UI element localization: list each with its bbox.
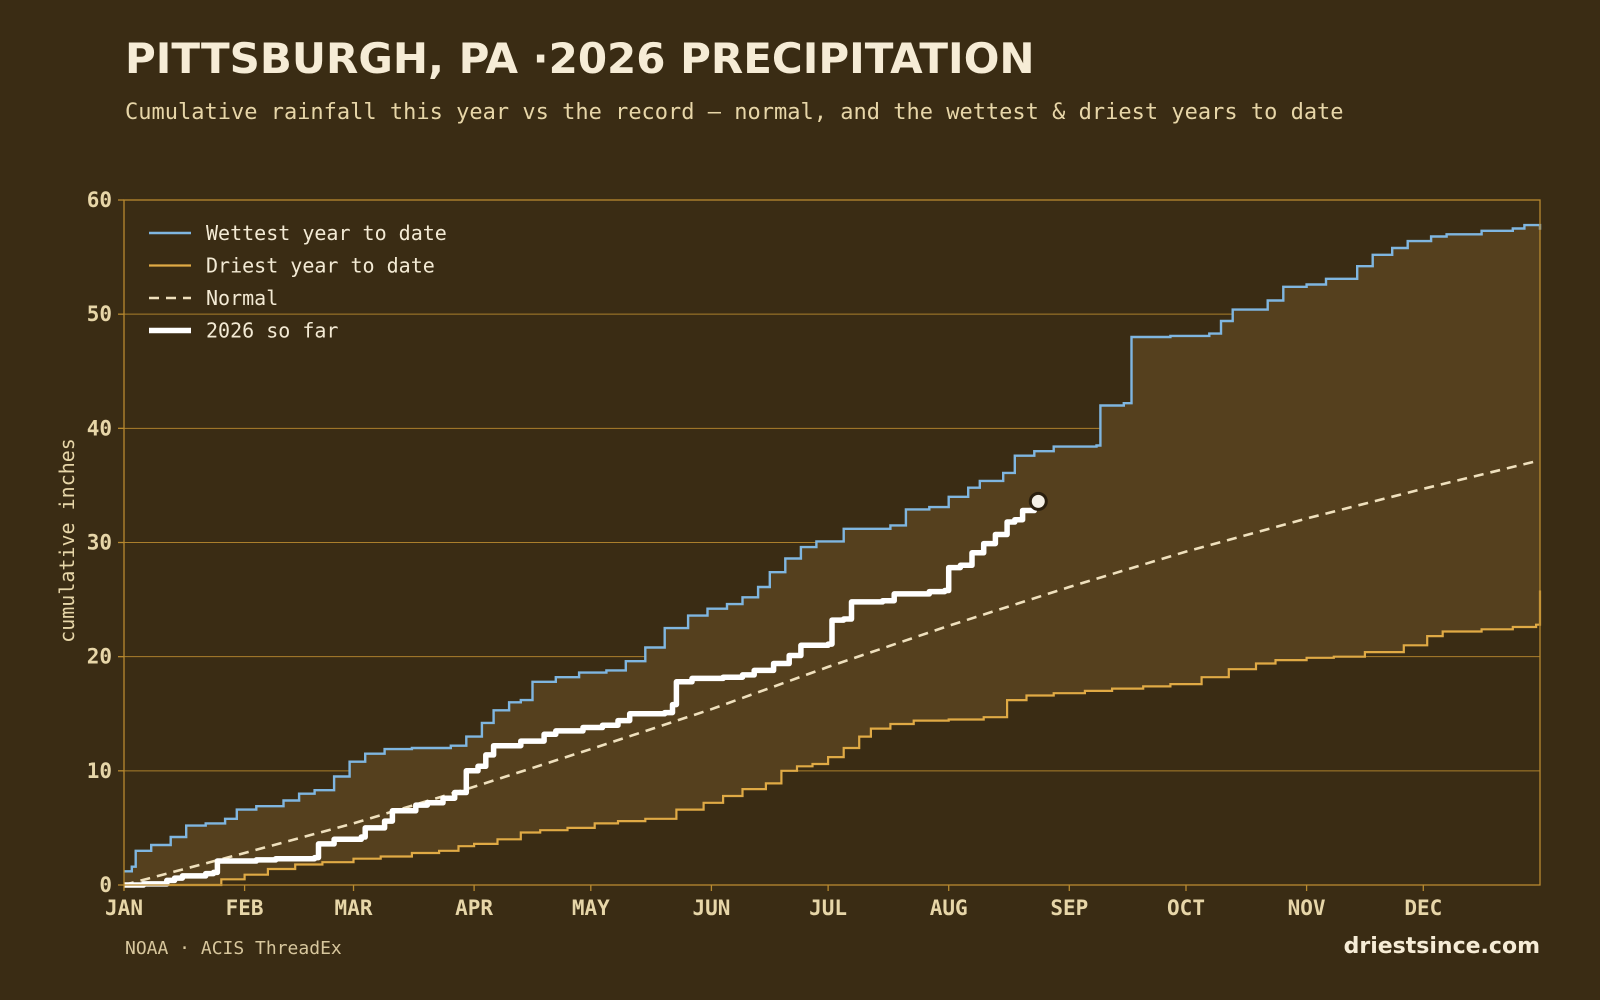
legend-item-2026-label: 2026 so far <box>206 319 338 343</box>
x-tick-label: AUG <box>930 896 968 920</box>
series-line-normal <box>123 459 1541 887</box>
y-tick-label: 30 <box>87 531 112 555</box>
x-tick-label: JUL <box>809 896 847 920</box>
series-line-driest <box>124 590 1542 887</box>
x-tick-label: SEP <box>1050 896 1088 920</box>
x-tick-label: FEB <box>226 896 264 920</box>
record-range-band <box>124 225 1540 886</box>
series-line-2026 <box>124 504 1038 888</box>
site-brand[interactable]: driestsince.com <box>1343 934 1540 959</box>
chart-title: PITTSBURGH, PA ·2026 PRECIPITATION <box>125 34 1035 83</box>
y-tick-label: 0 <box>99 873 112 897</box>
y-tick-label: 10 <box>87 759 112 783</box>
current-value-marker <box>1028 491 1048 511</box>
x-tick-label: NOV <box>1288 896 1326 920</box>
legend-item-driest-label: Driest year to date <box>206 254 435 278</box>
x-tick-label: OCT <box>1167 896 1205 920</box>
legend-item-normal-label: Normal <box>206 286 278 310</box>
chart-subtitle: Cumulative rainfall this year vs the rec… <box>125 100 1344 125</box>
legend: Wettest year to date Driest year to date N… <box>149 221 447 343</box>
x-tick-label: APR <box>455 896 493 920</box>
legend-item-wettest-label: Wettest year to date <box>206 221 447 245</box>
y-axis-ticks: 0 10 20 30 40 50 60 <box>87 188 124 897</box>
y-tick-label: 20 <box>87 645 112 669</box>
y-tick-label: 50 <box>87 302 112 326</box>
y-axis-title: cumulative inches <box>55 438 79 643</box>
x-tick-label: MAY <box>572 896 610 920</box>
data-source: NOAA · ACIS ThreadEx <box>125 938 342 959</box>
x-tick-label: MAR <box>335 896 373 920</box>
series-line-wettest <box>124 223 1542 873</box>
x-axis-ticks: JAN FEB MAR APR MAY JUN JUL AUG SEP OCT NOV DEC <box>105 885 1442 920</box>
y-tick-label: 40 <box>87 416 112 440</box>
x-tick-label: DEC <box>1404 896 1442 920</box>
series-lines <box>123 223 1542 888</box>
x-tick-label: JUN <box>692 896 730 920</box>
y-tick-label: 60 <box>87 188 112 212</box>
x-tick-label: JAN <box>105 896 143 920</box>
